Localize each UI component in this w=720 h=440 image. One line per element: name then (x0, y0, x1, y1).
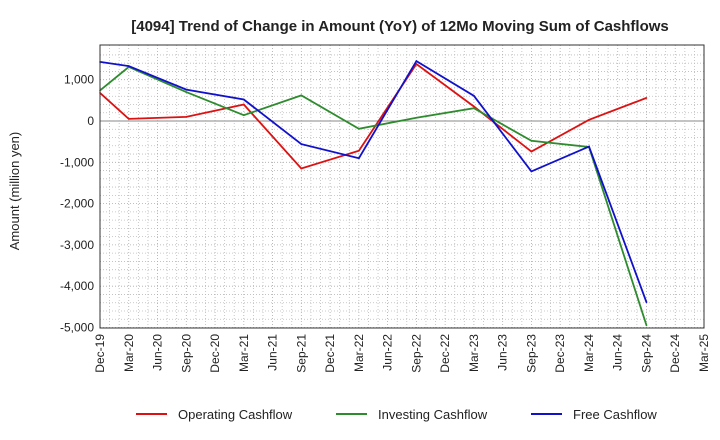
x-tick-label: Dec-19 (93, 334, 107, 373)
x-tick-label: Mar-22 (352, 334, 366, 372)
y-tick-labels: 1,000 0 -1,000 -2,000 -3,000 -4,000 -5,000 (60, 73, 94, 335)
plot-frame (99, 44, 705, 329)
x-tick-label: Dec-20 (208, 334, 222, 373)
data-point (243, 98, 245, 101)
data-point (415, 60, 418, 62)
data-point (300, 143, 303, 145)
data-point (127, 65, 130, 67)
series-lines (99, 59, 648, 327)
data-point (588, 145, 590, 148)
data-point (645, 324, 648, 327)
data-point (415, 116, 418, 119)
data-point (588, 118, 590, 121)
legend-label: Operating Cashflow (178, 407, 293, 422)
data-point (300, 94, 303, 97)
x-tick-label: Jun-23 (496, 334, 510, 371)
y-tick-label: -3,000 (60, 238, 94, 252)
series-line-free-cashflow (99, 59, 648, 303)
data-point (358, 128, 360, 130)
data-point (300, 167, 303, 170)
x-tick-label: Sep-20 (179, 334, 193, 373)
x-tick-label: Sep-22 (409, 334, 423, 373)
x-tick-labels: Dec-19 Mar-20 Jun-20 Sep-20 Dec-20 Mar-21 Jun-… (93, 334, 711, 373)
data-point (358, 149, 360, 152)
data-point (530, 170, 533, 173)
data-point (473, 105, 475, 108)
data-point (243, 114, 245, 117)
y-tick-label: -2,000 (60, 197, 94, 211)
legend: Operating Cashflow Investing Cashflow Free… (136, 407, 657, 422)
x-tick-label: Mar-20 (122, 334, 136, 372)
data-point (645, 301, 648, 304)
data-point (185, 91, 188, 93)
data-point (530, 140, 533, 142)
data-point (243, 103, 245, 106)
y-tick-label: -5,000 (60, 321, 94, 335)
x-tick-label: Jun-20 (151, 334, 165, 371)
y-axis-label: Amount (million yen) (7, 132, 22, 251)
data-point (185, 116, 188, 118)
y-tick-label: 1,000 (64, 73, 94, 87)
data-point (530, 150, 533, 153)
data-point (415, 63, 418, 65)
chart-title: [4094] Trend of Change in Amount (YoY) o… (131, 18, 669, 35)
x-tick-label: Mar-25 (697, 334, 711, 372)
grid-lines (99, 45, 705, 328)
x-tick-label: Jun-22 (381, 334, 395, 371)
x-tick-label: Sep-21 (294, 334, 308, 373)
data-point (473, 107, 475, 109)
x-tick-label: Mar-23 (467, 334, 481, 372)
x-tick-label: Mar-21 (237, 334, 251, 372)
data-point (473, 95, 475, 97)
y-tick-label: 0 (87, 114, 94, 128)
data-point (185, 88, 188, 91)
x-tick-label: Sep-24 (639, 334, 653, 373)
x-tick-label: Dec-23 (553, 334, 567, 373)
series-line-investing-cashflow (99, 65, 648, 326)
legend-label: Free Cashflow (573, 407, 657, 422)
legend-label: Investing Cashflow (378, 407, 488, 422)
x-tick-label: Mar-24 (582, 334, 596, 372)
x-tick-label: Dec-24 (668, 334, 682, 373)
y-tick-label: -4,000 (60, 279, 94, 293)
x-tick-label: Dec-21 (323, 334, 337, 373)
x-tick-label: Jun-21 (266, 334, 280, 371)
x-tick-label: Dec-22 (438, 334, 452, 373)
data-point (127, 118, 130, 120)
data-point (645, 97, 648, 99)
y-tick-label: -1,000 (60, 155, 94, 169)
data-point (358, 157, 360, 159)
x-tick-label: Sep-23 (524, 334, 538, 373)
x-tick-label: Jun-24 (611, 334, 625, 371)
